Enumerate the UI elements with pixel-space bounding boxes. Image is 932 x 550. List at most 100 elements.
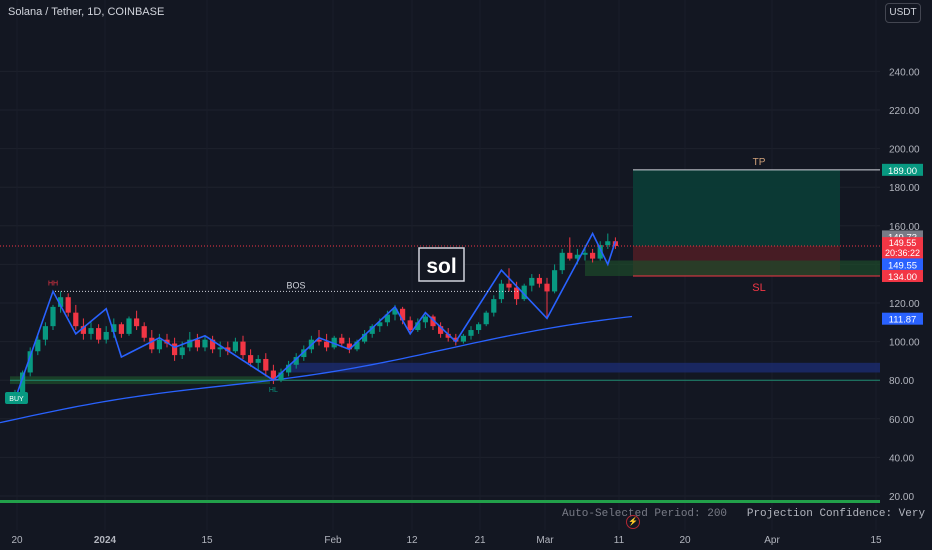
y-tick-label: 220.00 [889, 106, 920, 117]
tp-label: TP [753, 157, 766, 168]
y-tick-label: 100.00 [889, 338, 920, 349]
chart-grid [0, 70, 880, 497]
last-price-bg [882, 237, 923, 260]
price-axis[interactable]: 20.0040.0060.0080.00100.00120.00140.0016… [882, 67, 923, 503]
candle-body [88, 328, 94, 334]
candle-body [141, 326, 147, 338]
buy-label: BUY [9, 396, 24, 403]
candle-body [286, 364, 292, 373]
sl-price-label: 134.00 [888, 272, 917, 283]
x-tick-label: 15 [201, 535, 213, 546]
candle-body [536, 277, 542, 284]
candle-body [164, 339, 170, 344]
candle-body [582, 252, 588, 255]
x-tick-label: 11 [614, 535, 625, 546]
x-tick-label: 21 [474, 535, 486, 546]
y-tick-label: 20.00 [889, 492, 914, 503]
chart-zones [0, 169, 880, 503]
time-axis[interactable]: 20 2024 15 Feb 12 21 Mar 11 20 Apr 15 [11, 535, 882, 546]
x-tick-label: 20 [679, 535, 691, 546]
candle-body [73, 312, 79, 327]
candle-body [270, 370, 276, 381]
candle-body [445, 333, 451, 338]
candle-body [293, 357, 299, 365]
entry-zone [585, 260, 880, 276]
x-tick-label: Apr [764, 535, 780, 546]
logo-text: sol [426, 255, 456, 278]
sl-price-label-bg [882, 269, 923, 282]
y-tick-label: 40.00 [889, 453, 914, 464]
x-tick-label: 20 [11, 535, 23, 546]
candle-body [80, 326, 86, 334]
candle-body [316, 339, 322, 342]
bos-label: BOS [286, 280, 305, 290]
candle-body [96, 328, 102, 340]
candle-body [362, 333, 368, 342]
candle-body [50, 306, 56, 327]
candle-body [346, 343, 352, 350]
candle-body [42, 326, 48, 340]
ma-price-label-bg [882, 312, 923, 325]
candle-body [377, 322, 383, 327]
last-price-label: 149.55 [889, 238, 917, 248]
currency-button[interactable]: USDT [885, 3, 921, 23]
candle-body [468, 330, 474, 336]
candle-body [438, 326, 444, 334]
y-tick-label: 60.00 [889, 415, 914, 426]
candle-body [179, 347, 185, 356]
candle-body [384, 314, 390, 323]
entry-price-label-bg [882, 258, 923, 271]
candle-body [392, 308, 398, 315]
zigzag-line [14, 231, 617, 400]
candle-body [430, 316, 436, 327]
tp-price-label: 189.00 [888, 166, 917, 177]
candle-body [422, 316, 428, 323]
candle-body [240, 341, 246, 356]
indicator-footer: Auto-Selected Period: 200 Projection Con… [562, 508, 932, 520]
candle-body [210, 339, 216, 350]
logo-box [418, 247, 465, 282]
candle-body [529, 277, 535, 286]
candle-body [248, 355, 254, 363]
candle-body [514, 287, 520, 300]
candle-body [605, 241, 611, 246]
moving-average [0, 315, 633, 424]
candle-body [263, 358, 269, 371]
candle-body [217, 347, 223, 350]
candle-body [172, 343, 178, 356]
candle-body [111, 324, 117, 332]
lightning-icon[interactable]: ⚡ [626, 515, 640, 529]
candle-body [331, 337, 337, 348]
candle-body [506, 283, 512, 288]
candle-body [118, 324, 124, 334]
ma-price-label: 111.87 [889, 315, 917, 326]
candle-body [400, 308, 406, 321]
candle-body [597, 245, 603, 259]
candle-body [453, 337, 459, 342]
candle-body [544, 283, 550, 292]
tp-zone [633, 169, 840, 246]
buy-badge [5, 392, 28, 404]
candle-body [187, 339, 193, 348]
candle-body [103, 331, 109, 340]
y-tick-label: 160.00 [889, 222, 920, 233]
candle-body [567, 252, 573, 259]
candle-body [255, 358, 261, 363]
x-tick-label: Mar [536, 535, 554, 546]
x-tick-label: 15 [870, 535, 882, 546]
candle-body [483, 312, 489, 325]
sl-label: SL [752, 282, 765, 294]
candle-body [225, 347, 231, 352]
candle-body [590, 252, 596, 259]
period-text: Auto-Selected Period: 200 [562, 508, 728, 520]
candle-body [498, 283, 504, 300]
y-tick-label: 80.00 [889, 376, 914, 387]
candle-body [35, 339, 41, 352]
candle-body [559, 252, 565, 271]
candle-body [278, 372, 284, 381]
candle-body [194, 339, 200, 348]
upper-blue-zone [290, 362, 880, 373]
candle-body [574, 254, 580, 259]
candle-body [126, 318, 132, 334]
